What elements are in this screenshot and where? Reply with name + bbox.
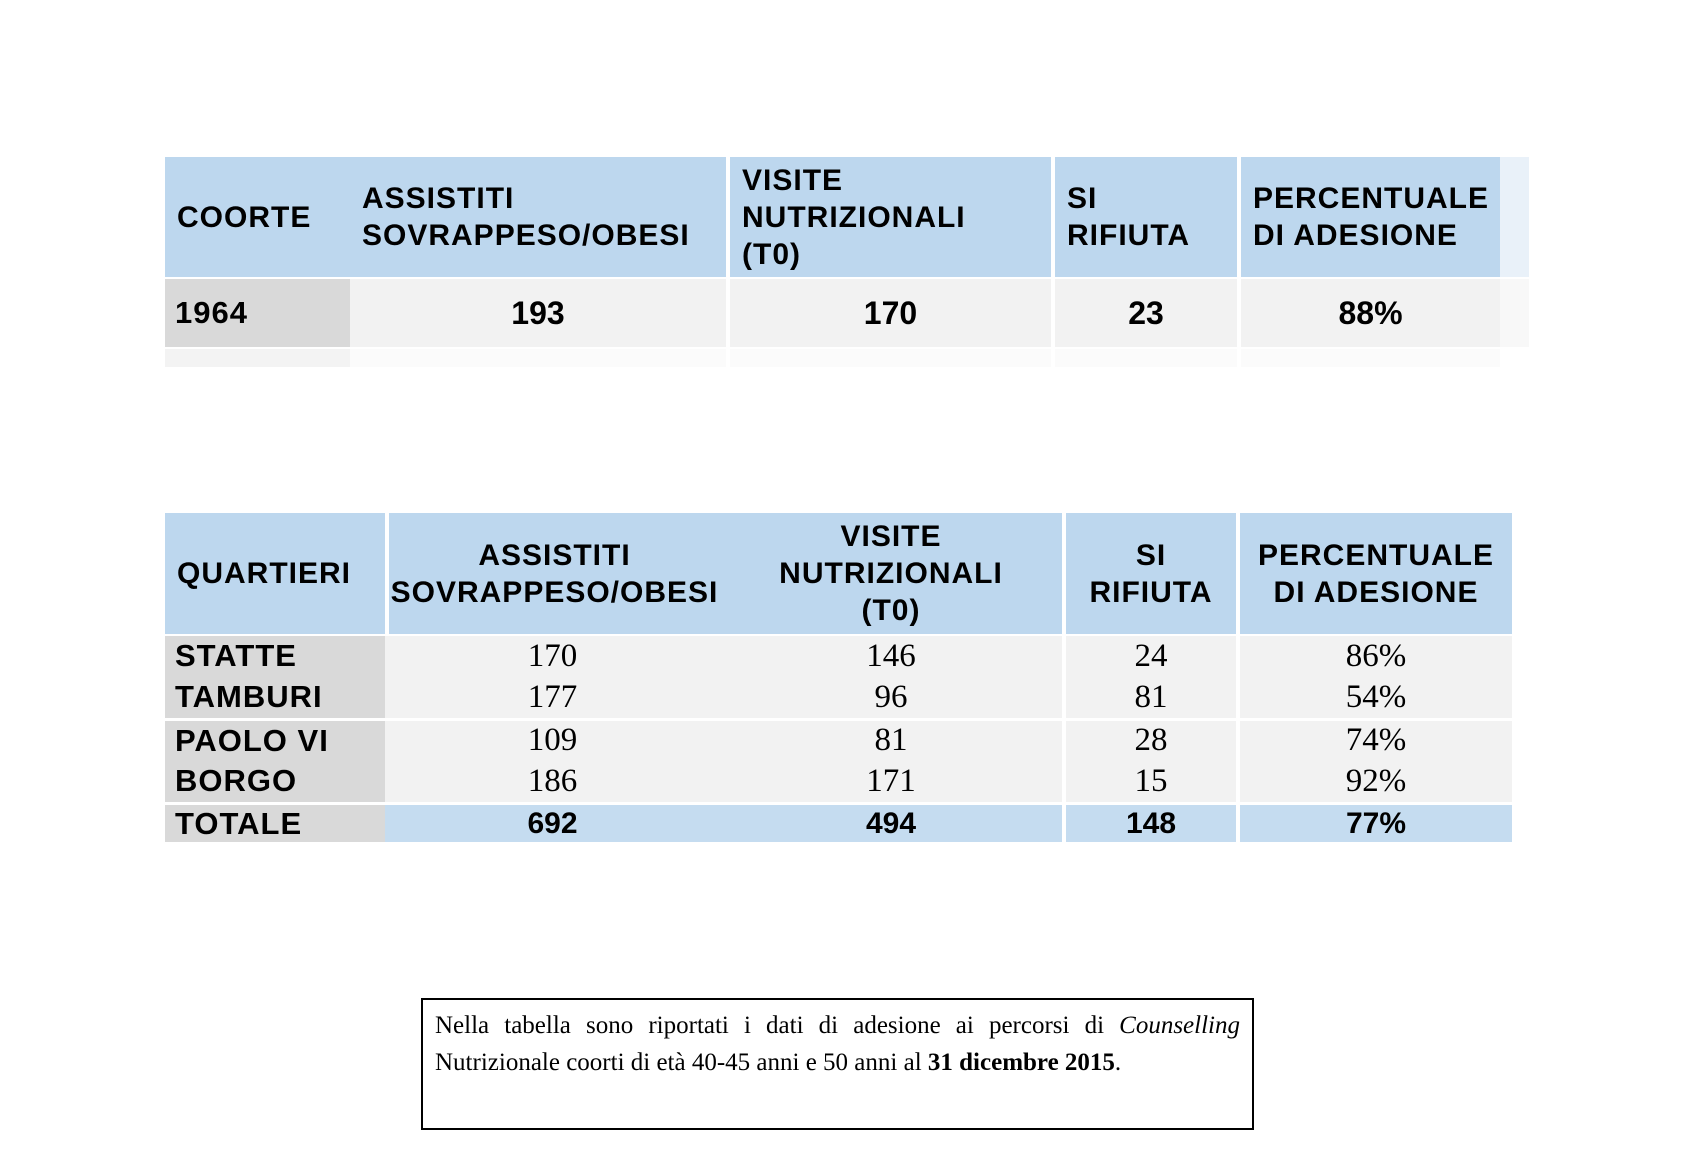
t2-header-assistiti: ASSISTITI SOVRAPPESO/OBESI [385, 513, 720, 634]
t1-row-label-1964: 1964 [165, 277, 350, 347]
t2-row-label-tamburi: TAMBURI [165, 676, 385, 718]
t2-cell-borgo-assistiti: 186 [385, 760, 720, 802]
t2-cell-tamburi-si-rifiuta: 81 [1062, 676, 1236, 718]
caption-box: Nella tabella sono riportati i dati di a… [421, 998, 1254, 1130]
t2-cell-totale-si-rifiuta: 148 [1062, 802, 1236, 842]
t1-cell-si-rifiuta: 23 [1051, 277, 1237, 347]
t2-cell-paolo-vi-visite: 81 [720, 718, 1062, 760]
t2-row-label-totale: TOTALE [165, 802, 385, 842]
t2-cell-statte-percentuale: 86% [1236, 634, 1512, 676]
t1-header-visite: VISITE NUTRIZIONALI (T0) [726, 157, 1051, 277]
caption-line-2: Nutrizionale coorti di età 40-45 anni e … [435, 1044, 1240, 1081]
t2-cell-totale-percentuale: 77% [1236, 802, 1512, 842]
t1-header-coorte: COORTE [165, 157, 350, 277]
coorte-table: COORTE ASSISTITI SOVRAPPESO/OBESI VISITE… [165, 157, 1500, 367]
t1-ghost-row-cell [350, 347, 726, 367]
t1-ghost-column-header [1500, 157, 1529, 277]
caption-text: Nutrizionale coorti di età 40-45 anni e … [435, 1049, 928, 1076]
t2-header-si-rifiuta: SI RIFIUTA [1062, 513, 1236, 634]
t2-cell-tamburi-visite: 96 [720, 676, 1062, 718]
t2-cell-tamburi-assistiti: 177 [385, 676, 720, 718]
t1-ghost-row-cell [165, 347, 350, 367]
t2-cell-totale-visite: 494 [720, 802, 1062, 842]
t2-row-label-paolo-vi: PAOLO VI [165, 718, 385, 760]
t1-header-si-rifiuta: SI RIFIUTA [1051, 157, 1237, 277]
t1-ghost-row-cell [1051, 347, 1237, 367]
t2-cell-paolo-vi-si-rifiuta: 28 [1062, 718, 1236, 760]
t2-cell-borgo-visite: 171 [720, 760, 1062, 802]
t2-row-label-statte: STATTE [165, 634, 385, 676]
t2-cell-statte-assistiti: 170 [385, 634, 720, 676]
t1-header-percentuale: PERCENTUALE DI ADESIONE [1237, 157, 1500, 277]
t2-cell-statte-visite: 146 [720, 634, 1062, 676]
t1-ghost-column-body [1500, 279, 1529, 347]
t1-cell-assistiti: 193 [350, 277, 726, 347]
t2-cell-statte-si-rifiuta: 24 [1062, 634, 1236, 676]
t2-row-label-borgo: BORGO [165, 760, 385, 802]
caption-italic-counselling: Counselling [1119, 1012, 1240, 1039]
caption-text: Nella tabella sono riportati i dati di a… [435, 1012, 1120, 1039]
t2-cell-paolo-vi-assistiti: 109 [385, 718, 720, 760]
t2-header-quartieri: QUARTIERI [165, 513, 385, 634]
caption-text: . [1114, 1049, 1122, 1076]
t1-header-assistiti: ASSISTITI SOVRAPPESO/OBESI [350, 157, 726, 277]
t2-cell-borgo-percentuale: 92% [1236, 760, 1512, 802]
t2-cell-totale-assistiti: 692 [385, 802, 720, 842]
t1-ghost-row-cell [1237, 347, 1500, 367]
quartieri-table: QUARTIERI ASSISTITI SOVRAPPESO/OBESI VIS… [165, 513, 1512, 842]
t2-header-percentuale: PERCENTUALE DI ADESIONE [1236, 513, 1512, 634]
t2-cell-borgo-si-rifiuta: 15 [1062, 760, 1236, 802]
t1-cell-percentuale: 88% [1237, 277, 1500, 347]
t1-cell-visite: 170 [726, 277, 1051, 347]
t2-cell-paolo-vi-percentuale: 74% [1236, 718, 1512, 760]
t2-header-visite: VISITE NUTRIZIONALI (T0) [720, 513, 1062, 634]
t1-ghost-row-cell [726, 347, 1051, 367]
caption-line-1: Nella tabella sono riportati i dati di a… [435, 1007, 1240, 1044]
t2-cell-tamburi-percentuale: 54% [1236, 676, 1512, 718]
caption-bold-date: 31 dicembre 2015 [927, 1049, 1115, 1076]
